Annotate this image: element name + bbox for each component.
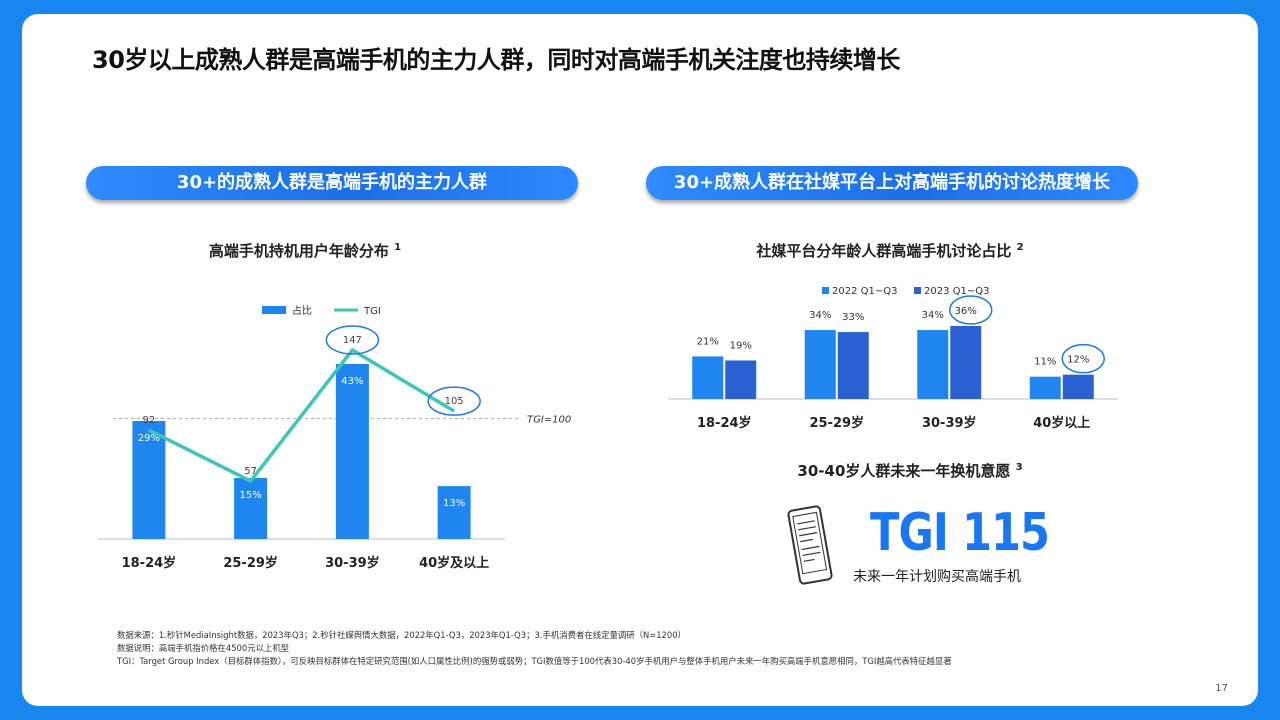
bar-share [335, 364, 369, 539]
legend-swatch-2022 [822, 287, 829, 294]
highlight-circle [427, 386, 481, 416]
bar-share [234, 477, 268, 539]
bar-2023-label: 12% [1067, 355, 1089, 366]
tgi-reference-label: TGI=100 [527, 414, 571, 425]
x-tick-label-right: 25-29岁 [809, 415, 864, 431]
legend-label-tgi: TGI [363, 306, 381, 317]
footnote-line: 数据说明：高端手机指价格在4500元以上机型 [117, 643, 290, 653]
bar-2023 [1062, 374, 1094, 399]
left-section-banner: 30+的成熟人群是高端手机的主力人群 [86, 166, 578, 200]
tgi-value-label: 57 [244, 466, 257, 477]
bar-2023 [725, 360, 757, 399]
legend-swatch-2023 [914, 287, 921, 294]
bar-2022-label: 34% [809, 310, 831, 321]
bar-2022-label: 34% [922, 310, 944, 321]
left-chart-title: 高端手机持机用户年龄分布 1 [150, 240, 460, 261]
tgi-box-title-sup: 3 [1015, 462, 1023, 473]
bar-share [437, 486, 471, 539]
right-chart-title: 社媒平台分年龄人群高端手机讨论占比 2 [720, 240, 1060, 261]
right-section-banner: 30+成熟人群在社媒平台上对高端手机的讨论热度增长 [646, 166, 1138, 200]
bar-share-label: 15% [240, 490, 262, 501]
tgi-value-label: 92 [143, 415, 156, 426]
highlight-circle-right [949, 295, 993, 325]
bar-share-label: 13% [443, 498, 465, 509]
footnotes: 数据来源：1.秒针MediaInsight数据，2023年Q3；2.秒针社媒舆情… [117, 629, 952, 668]
bar-share [132, 420, 166, 539]
bar-2022 [804, 330, 836, 399]
right-chart-title-text: 社媒平台分年龄人群高端手机讨论占比 [756, 242, 1012, 260]
bar-2022 [1029, 376, 1061, 399]
highlight-circle [325, 325, 380, 355]
tgi-value-label: 105 [445, 396, 464, 407]
x-tick-label: 40岁及以上 [419, 555, 489, 571]
footnote-line: TGI：Target Group Index（目标群体指数），可反映目标群体在特… [117, 656, 952, 666]
x-tick-label: 18-24岁 [122, 555, 177, 571]
tgi-subtitle: 未来一年计划购买高端手机 [853, 569, 1021, 585]
legend-swatch-share [262, 306, 286, 314]
left-chart-title-text: 高端手机持机用户年龄分布 [208, 242, 389, 260]
tgi-value: TGI 115 [870, 503, 1050, 563]
tgi-line [148, 348, 456, 483]
left-chart-title-sup: 1 [394, 242, 402, 253]
highlight-circle-right [1061, 343, 1105, 374]
x-tick-label: 25-29岁 [223, 555, 278, 571]
tgi-value-label: 147 [343, 335, 362, 346]
page-number: 17 [1215, 683, 1228, 694]
bar-2022 [917, 330, 949, 399]
bar-2023 [950, 326, 982, 399]
legend-label-share: 占比 [292, 304, 312, 317]
page-title: 30岁以上成熟人群是高端手机的主力人群，同时对高端手机关注度也持续增长 [92, 46, 900, 74]
bar-2022 [692, 356, 724, 399]
document-phone-icon [787, 505, 833, 585]
bar-2022-label: 11% [1034, 357, 1056, 368]
x-tick-label-right: 30-39岁 [922, 415, 977, 431]
slide-card [22, 14, 1258, 706]
bar-share-label: 43% [341, 376, 363, 387]
tgi-box-title: 30-40岁人群未来一年换机意愿 3 [760, 460, 1060, 481]
bar-2023-label: 36% [955, 306, 977, 317]
x-tick-label-right: 40岁以上 [1033, 415, 1090, 431]
tgi-box-title-text: 30-40岁人群未来一年换机意愿 [797, 462, 1011, 480]
bar-share-label: 29% [138, 433, 160, 444]
bar-2023-label: 19% [730, 340, 752, 351]
bar-2023 [837, 332, 869, 399]
bar-2022-label: 21% [697, 336, 719, 347]
right-chart-title-sup: 2 [1016, 242, 1024, 253]
x-tick-label: 30-39岁 [325, 555, 380, 571]
legend-label-2023: 2023 Q1~Q3 [924, 286, 989, 297]
footnote-line: 数据来源：1.秒针MediaInsight数据，2023年Q3；2.秒针社媒舆情… [117, 630, 686, 640]
x-tick-label-right: 18-24岁 [697, 415, 752, 431]
bar-2023-label: 33% [842, 312, 864, 323]
legend-label-2022: 2022 Q1~Q3 [832, 286, 897, 297]
